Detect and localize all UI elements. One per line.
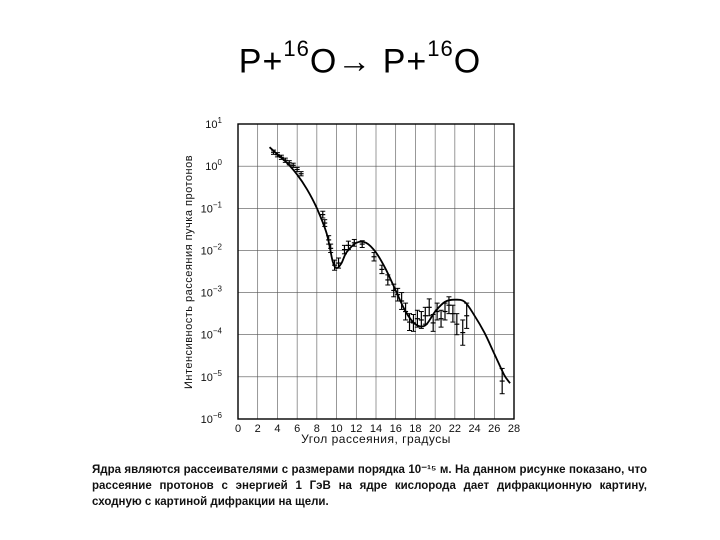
data-point [320,210,326,219]
x-tick-label: 6 [294,423,300,435]
y-tick-base: 10 [201,288,213,300]
data-point [446,296,452,315]
x-tick-label: 4 [274,423,280,435]
data-point [434,302,440,321]
y-tick-exponent: 1 [218,116,223,125]
data-point [418,311,424,329]
data-point [359,240,365,248]
title-proton-2: P+ [372,42,428,81]
data-point [278,154,284,160]
title-arrow: → [337,42,373,81]
data-points [270,149,505,395]
data-point [460,319,466,346]
data-point [414,309,420,328]
title-mass-number-2: 16 [427,36,454,61]
data-point [385,274,391,286]
data-point [438,309,444,328]
y-tick-base: 10 [201,203,213,215]
x-tick-label: 22 [449,423,461,435]
x-tick-label: 2 [255,423,261,435]
data-point [322,219,328,227]
y-tick-exponent: −4 [213,327,223,336]
x-tick-labels: 0 2 4 6 8 10 12 14 16 18 20 22 24 26 28 [235,423,520,435]
y-tick-exponent: −6 [213,411,223,420]
data-point [336,257,342,269]
slide-title: P+16O→ P+16O [0,36,720,81]
data-point [426,298,432,317]
title-oxygen-2: O [453,42,482,81]
title-proton-1: P+ [238,42,284,81]
y-tick-exponent: −3 [213,285,223,294]
data-point [403,302,409,321]
data-point [345,240,351,251]
x-tick-label: 16 [390,423,402,435]
x-tick-label: 18 [409,423,421,435]
y-tick-label: 10−6 [201,411,223,426]
y-tick-base: 10 [201,372,213,384]
y-tick-base: 10 [201,414,213,426]
x-tick-label: 24 [468,423,480,435]
y-tick-label: 10−3 [201,285,223,300]
data-point [442,302,448,321]
caption-text: Ядра являются рассеивателями с размерами… [92,464,647,508]
data-point [407,313,413,331]
x-tick-label: 28 [508,423,520,435]
x-tick-label: 8 [314,423,320,435]
data-point [430,313,436,332]
data-point [399,292,405,310]
title-oxygen-1: O [309,42,338,81]
y-tick-base: 10 [201,330,213,342]
data-point [351,238,357,247]
data-point [499,367,505,395]
y-tick-base: 10 [201,245,213,257]
data-point [332,259,338,271]
y-tick-label: 10−2 [201,242,223,257]
x-tick-label: 10 [330,423,342,435]
data-point [298,171,304,177]
data-point [454,313,460,336]
x-tick-label: 0 [235,423,241,435]
chart-grid [237,123,515,420]
data-point [371,252,377,262]
data-point [410,313,416,332]
y-tick-label: 10−1 [201,200,223,215]
y-tick-label: 10−4 [201,327,223,342]
title-mass-number-1: 16 [283,36,310,61]
y-tick-label: 10−5 [201,369,223,384]
y-axis-label: Интенсивность рассеяния пучка протонов [183,155,195,389]
y-tick-exponent: −1 [213,200,223,209]
data-point [391,283,397,298]
y-tick-base: 10 [205,119,217,131]
x-tick-label: 12 [350,423,362,435]
y-tick-exponent: −2 [213,242,223,251]
fit-curve [268,146,511,384]
y-tick-exponent: −5 [213,369,223,378]
data-point [464,302,470,329]
y-tick-label: 100 [205,158,222,173]
y-tick-label: 101 [205,116,222,131]
plot-frame [237,123,515,420]
x-tick-label: 26 [488,423,500,435]
x-axis-label: Угол рассеяния, градусы [301,432,451,446]
x-tick-label: 20 [429,423,441,435]
y-tick-exponent: 0 [218,158,223,167]
data-point [450,304,456,323]
x-tick-label: 14 [370,423,382,435]
y-tick-base: 10 [205,161,217,173]
data-point [328,243,334,254]
data-point [379,264,385,275]
